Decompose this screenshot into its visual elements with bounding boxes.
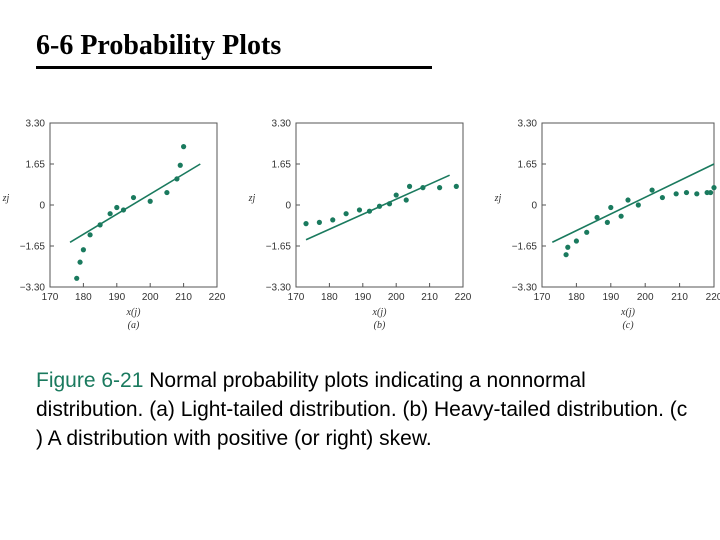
data-point [406,183,413,189]
x-tick-label: 170 [534,292,551,303]
data-point [376,203,383,209]
x-tick-label: 210 [421,292,438,303]
y-tick-label: 1.65 [518,160,538,171]
x-tick-label: 180 [568,292,585,303]
y-tick-label: 3.30 [272,119,292,130]
data-point [453,183,459,189]
data-point [80,247,86,253]
x-tick-label: 200 [388,292,405,303]
panel-label: (b) [374,320,386,331]
data-point [177,162,183,168]
data-point [120,207,127,213]
data-point [330,217,336,223]
y-tick-label: 1.65 [272,160,292,171]
data-point [356,207,363,213]
caption-text: Normal probability plots indicating a no… [36,369,688,450]
x-tick-label: 180 [75,292,92,303]
y-tick-label: 0 [39,201,45,212]
data-point [174,176,180,182]
x-axis-label: x(j) [620,307,636,318]
y-tick-label: −1.65 [266,242,292,253]
x-tick-label: 220 [209,292,226,303]
data-point [130,194,137,201]
data-point [694,191,700,197]
y-tick-label: −3.30 [512,283,538,294]
data-point [181,144,187,150]
x-tick-label: 210 [671,292,688,303]
x-tick-label: 200 [637,292,654,303]
y-tick-label: 3.30 [26,119,46,130]
data-point [635,202,641,208]
data-point [366,208,373,214]
x-tick-label: 190 [354,292,371,303]
y-tick-label: −3.30 [20,283,46,294]
data-point [97,222,103,228]
fit-line [551,163,715,243]
data-point [604,219,610,225]
x-axis-label: x(j) [372,307,388,318]
x-tick-label: 180 [321,292,338,303]
data-point [673,191,679,197]
x-tick-label: 200 [142,292,159,303]
y-axis-label: zj [248,193,256,204]
title-underline [36,66,432,69]
data-point [563,252,569,258]
data-point [74,275,80,281]
data-point [114,204,120,211]
y-tick-label: 0 [531,201,537,212]
x-tick-label: 190 [108,292,125,303]
data-point [316,219,322,225]
data-point [393,192,399,198]
data-point [420,185,426,191]
data-point [87,232,93,238]
data-point [683,189,690,196]
y-tick-label: −3.30 [266,283,292,294]
data-point [343,211,349,217]
data-point [437,185,443,191]
data-point [565,244,571,250]
data-point [164,189,170,196]
y-tick-label: 3.30 [518,119,538,130]
data-point [77,259,83,265]
data-point [584,229,590,235]
data-point [147,198,153,204]
slide-title: 6-6 Probability Plots [36,30,282,61]
panel-label: (a) [128,320,140,331]
figure-label: Figure 6-21 [36,369,144,392]
x-tick-label: 220 [706,292,720,303]
data-point [608,204,614,211]
data-point [649,187,655,193]
data-point [594,214,600,221]
data-point [107,211,113,217]
y-axis-label: zj [2,193,10,204]
data-point [659,194,666,201]
x-tick-label: 190 [602,292,619,303]
x-tick-label: 210 [175,292,192,303]
data-point [386,201,393,207]
figure-caption: Figure 6-21 Normal probability plots ind… [36,366,696,453]
y-tick-label: −1.65 [20,242,46,253]
y-tick-label: −1.65 [512,242,538,253]
fit-line [69,163,201,243]
data-point [618,213,624,219]
data-point [573,238,580,244]
data-point [711,185,717,191]
x-axis-label: x(j) [126,307,142,318]
x-tick-label: 170 [42,292,59,303]
panel-label: (c) [622,320,634,331]
data-point [625,197,631,203]
data-point [403,197,409,203]
data-point [303,221,309,227]
probability-plots-row: 3.30 1.65 0 −1.65 −3.30 170 180 190 200 210 220 x(j… [0,108,720,348]
y-tick-label: 0 [285,201,291,212]
y-axis-label: zj [494,193,502,204]
data-point [707,189,714,196]
x-tick-label: 220 [455,292,472,303]
x-tick-label: 170 [288,292,305,303]
y-tick-label: 1.65 [26,160,46,171]
